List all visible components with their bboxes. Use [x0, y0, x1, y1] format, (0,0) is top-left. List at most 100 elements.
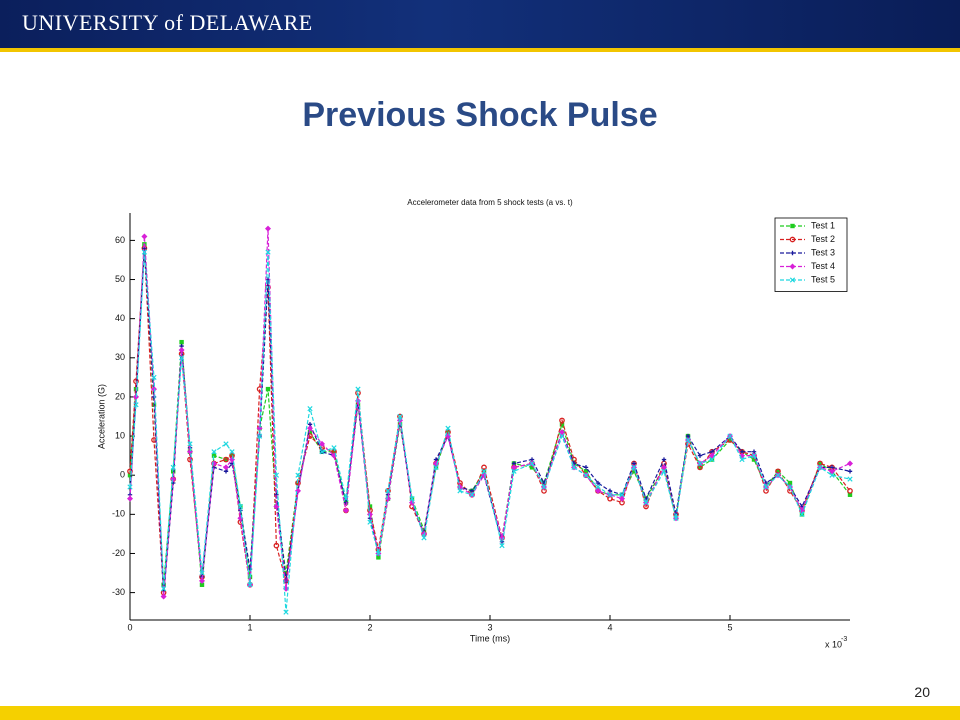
marker [187, 441, 193, 447]
marker [799, 511, 805, 517]
y-tick-label: 0 [120, 470, 125, 480]
marker [273, 542, 280, 549]
legend-label: Test 4 [811, 261, 835, 271]
marker [847, 492, 853, 497]
marker [445, 425, 451, 431]
marker [559, 417, 565, 424]
marker [787, 480, 793, 486]
marker [847, 488, 853, 494]
marker [223, 441, 229, 447]
y-tick-label: 50 [115, 274, 125, 284]
marker [187, 448, 193, 455]
marker [469, 492, 475, 498]
marker [571, 464, 577, 470]
marker [343, 507, 349, 514]
y-axis-label: Acceleration (G) [96, 384, 106, 449]
marker [265, 225, 271, 232]
marker [595, 487, 601, 494]
marker [229, 449, 235, 455]
marker [789, 263, 796, 270]
marker [847, 476, 853, 482]
marker [595, 480, 601, 486]
marker [559, 422, 565, 427]
marker [127, 495, 133, 502]
logo: UNIVERSITY of DELAWARE [22, 10, 313, 35]
slide-title: Previous Shock Pulse [302, 96, 658, 134]
marker [775, 469, 781, 474]
marker [421, 535, 427, 541]
chart-title: Accelerometer data from 5 shock tests (a… [407, 198, 573, 207]
marker [127, 473, 133, 478]
marker [763, 484, 769, 490]
marker [619, 492, 625, 498]
header-bar [0, 0, 960, 48]
marker [367, 511, 373, 518]
y-tick-label: 10 [115, 430, 125, 440]
marker [397, 413, 403, 420]
y-tick-label: 20 [115, 391, 125, 401]
legend-label: Test 1 [811, 220, 835, 230]
marker [421, 527, 427, 533]
marker [661, 464, 667, 471]
marker [817, 461, 823, 466]
marker [529, 460, 535, 467]
marker [685, 437, 691, 443]
x-tick-label: 4 [607, 622, 612, 632]
marker [273, 472, 280, 478]
legend-box [774, 217, 848, 292]
x-tick-label: 3 [487, 622, 492, 632]
marker [559, 433, 565, 439]
marker [511, 468, 517, 474]
y-tick-label: 30 [115, 352, 125, 362]
marker [160, 593, 167, 600]
marker [199, 570, 205, 576]
marker [751, 453, 757, 459]
x-tick-label: 5 [727, 622, 732, 632]
marker [307, 406, 313, 412]
x-tick-label: 0 [127, 622, 132, 632]
marker [751, 457, 757, 462]
y-tick-label: 40 [115, 313, 125, 323]
marker [385, 488, 391, 494]
marker [790, 250, 795, 256]
marker [817, 464, 823, 470]
marker [223, 456, 229, 463]
marker [178, 355, 185, 361]
y-tick-label: -30 [112, 587, 125, 597]
x-multiplier-exponent: -3 [841, 636, 847, 643]
marker [631, 464, 637, 470]
marker [247, 582, 253, 588]
marker [631, 469, 637, 474]
marker [847, 469, 853, 474]
marker [223, 464, 229, 471]
marker [283, 609, 289, 615]
legend-label: Test 2 [811, 234, 835, 244]
marker [256, 425, 263, 432]
marker [787, 484, 793, 490]
marker [847, 460, 853, 467]
marker [133, 402, 139, 408]
marker [409, 499, 415, 506]
marker [607, 492, 613, 498]
x-tick-label: 1 [247, 622, 252, 632]
legend-label: Test 3 [811, 247, 835, 257]
marker [211, 453, 217, 458]
marker [727, 437, 733, 443]
marker [199, 582, 205, 587]
marker [709, 456, 715, 463]
marker [789, 277, 796, 283]
marker [307, 433, 313, 439]
marker [595, 484, 601, 490]
marker [367, 504, 373, 509]
marker [256, 433, 263, 439]
marker [661, 468, 667, 474]
marker [583, 472, 589, 478]
marker [790, 223, 795, 229]
marker [643, 499, 649, 506]
marker [727, 433, 733, 439]
marker [151, 374, 157, 380]
marker [457, 488, 463, 494]
marker [375, 550, 382, 557]
